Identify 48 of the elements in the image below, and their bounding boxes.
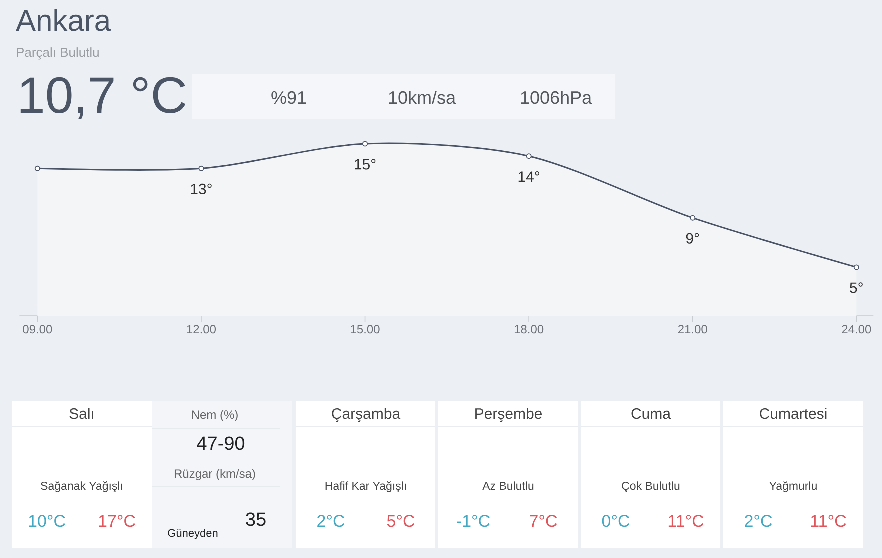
text: 2°C xyxy=(745,515,772,528)
text: Cuma xyxy=(632,408,672,420)
text: Yağmurlu xyxy=(770,482,817,492)
text: Rüzgar (km/sa) xyxy=(174,469,256,480)
data-label: 13° xyxy=(191,184,212,194)
point xyxy=(34,166,40,172)
text: Perşembe xyxy=(476,408,542,422)
data-label: 5° xyxy=(850,282,863,294)
data-label: 15° xyxy=(355,159,376,170)
text: Cumartesi xyxy=(760,408,827,420)
x-tick-label: 09.00 xyxy=(23,325,52,334)
text: 11°C xyxy=(668,515,704,528)
x-tick-label: 24.00 xyxy=(842,325,872,334)
x-tick-label: 15.00 xyxy=(351,325,380,334)
text: Az Bulutlu xyxy=(482,482,534,490)
text: 10°C xyxy=(29,515,66,528)
text: Güneyden xyxy=(168,529,218,540)
text: 1006hPa xyxy=(521,90,592,104)
text: Nem (%) xyxy=(192,410,238,422)
text: -1°C xyxy=(457,515,490,528)
text: Hafif Kar Yağışlı xyxy=(326,482,406,492)
data-label: 9° xyxy=(686,233,700,244)
x-tick-label: 21.00 xyxy=(678,325,708,334)
x-tick-label: 12.00 xyxy=(187,325,216,334)
text: 7°C xyxy=(530,515,558,528)
text: 11°C xyxy=(811,515,846,528)
text: Sağanak Yağışlı xyxy=(41,482,122,492)
text: %91 xyxy=(272,91,306,104)
text: 10km/sa xyxy=(389,90,456,104)
text: 35 xyxy=(246,512,266,526)
point xyxy=(362,141,368,147)
point xyxy=(198,166,204,172)
text: 5°C xyxy=(387,515,415,528)
x-tick-label: 18.00 xyxy=(514,325,544,334)
text: 17°C xyxy=(99,515,136,528)
text: Salı xyxy=(70,408,94,420)
chart-title: Ankara xyxy=(16,9,112,32)
text: 0°C xyxy=(602,515,630,528)
text: 47-90 xyxy=(197,436,245,450)
text: 10,7 °C xyxy=(20,77,186,120)
text: Çok Bulutlu xyxy=(622,482,680,492)
chart-subtitle: Parçalı Bulutlu xyxy=(17,48,99,60)
text: 2°C xyxy=(318,515,345,528)
point xyxy=(854,264,860,270)
point xyxy=(690,215,696,221)
data-label: 14° xyxy=(518,172,540,182)
text: Çarşamba xyxy=(332,408,401,422)
point xyxy=(526,154,532,160)
